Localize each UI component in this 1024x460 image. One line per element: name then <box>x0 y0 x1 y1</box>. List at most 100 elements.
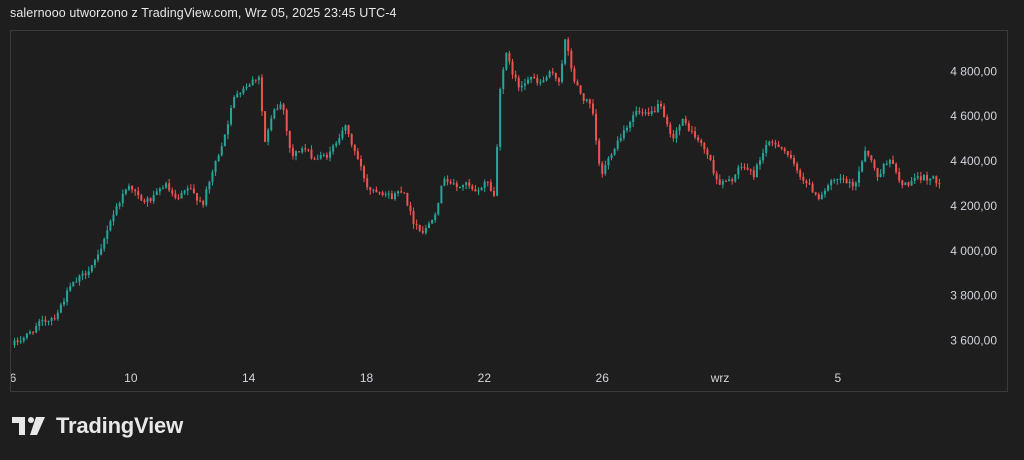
candle-body <box>715 173 718 180</box>
candle-body <box>338 138 341 144</box>
x-axis: 6 10 14 18 22 26 wrz 5 <box>11 371 842 385</box>
candle-body <box>44 319 47 322</box>
candle-body <box>344 125 347 131</box>
candle-body <box>347 125 350 135</box>
candle-body <box>786 151 789 155</box>
candle-body <box>431 219 434 224</box>
candle-body <box>41 319 44 322</box>
candle-body <box>638 111 641 113</box>
candle-body <box>325 154 328 158</box>
candle-body <box>140 195 143 201</box>
candle-body <box>656 103 659 112</box>
candle-body <box>690 130 693 132</box>
candle-body <box>854 182 857 187</box>
candle-body <box>663 106 666 117</box>
candle-body <box>400 191 403 193</box>
candle-body <box>251 79 254 85</box>
candle-body <box>22 337 25 341</box>
candle-body <box>922 174 925 181</box>
candle-body <box>329 151 332 158</box>
candlestick-chart[interactable]: 3 600,00 3 800,00 4 000,00 4 200,00 4 400,00… <box>11 31 1009 393</box>
candle-body <box>582 93 585 101</box>
candle-body <box>372 189 375 191</box>
candle-body <box>895 163 898 173</box>
candle-body <box>202 200 205 205</box>
candle-body <box>926 174 929 181</box>
candle-body <box>808 183 811 185</box>
candle-body <box>146 198 149 202</box>
candle-body <box>301 148 304 153</box>
candle-body <box>270 118 273 130</box>
candle-body <box>539 82 542 84</box>
candle-body <box>867 150 870 156</box>
candle-body <box>873 160 876 168</box>
candle-body <box>892 160 895 164</box>
candle-body <box>356 151 359 160</box>
tradingview-brand[interactable]: TradingView <box>12 412 183 440</box>
candle-body <box>625 127 628 131</box>
candle-body <box>542 80 545 83</box>
candle-body <box>291 147 294 157</box>
candle-body <box>700 140 703 144</box>
candle-body <box>452 183 455 185</box>
candle-body <box>762 152 765 161</box>
candle-body <box>734 174 737 182</box>
candle-body <box>749 169 752 171</box>
candle-body <box>97 254 100 260</box>
candle-body <box>712 160 715 174</box>
candle-body <box>353 144 356 152</box>
candle-body <box>127 186 130 190</box>
candle-body <box>820 194 823 200</box>
candle-body <box>814 192 817 195</box>
candle-body <box>632 115 635 123</box>
y-tick-label: 4 800,00 <box>950 64 997 78</box>
x-tick-label: 26 <box>596 371 610 385</box>
candle-body <box>50 318 53 321</box>
candle-body <box>69 286 72 291</box>
candle-body <box>149 198 152 202</box>
candle-body <box>545 77 548 81</box>
candle-body <box>533 76 536 78</box>
candle-body <box>415 223 418 225</box>
candle-body <box>32 331 35 333</box>
candle-body <box>276 108 279 110</box>
candle-body <box>384 194 387 196</box>
candle-body <box>746 167 749 170</box>
candle-body <box>260 77 263 112</box>
candle-body <box>842 178 845 180</box>
candle-body <box>56 312 59 319</box>
candle-body <box>520 85 523 88</box>
candle-body <box>223 134 226 147</box>
candle-body <box>313 158 316 160</box>
candle-body <box>901 180 904 185</box>
candle-body <box>823 190 826 195</box>
candle-body <box>616 140 619 149</box>
candle-body <box>87 271 90 276</box>
candle-body <box>279 104 282 109</box>
candle-body <box>118 203 121 207</box>
candle-body <box>418 224 421 231</box>
candle-body <box>882 164 885 174</box>
y-tick-label: 3 800,00 <box>950 289 997 303</box>
candle-body <box>397 191 400 194</box>
candle-body <box>666 116 669 125</box>
candle-body <box>109 221 112 231</box>
candle-body <box>406 192 409 206</box>
x-tick-label: 6 <box>11 371 17 385</box>
candle-body <box>35 326 38 333</box>
candle-body <box>585 99 588 101</box>
candle-body <box>121 193 124 204</box>
candle-body <box>434 214 437 220</box>
candle-body <box>171 190 174 194</box>
x-tick-label: wrz <box>710 371 730 385</box>
candle-body <box>789 154 792 158</box>
candle-body <box>601 163 604 174</box>
chart-frame[interactable]: 3 600,00 3 800,00 4 000,00 4 200,00 4 400,00… <box>10 30 1008 392</box>
candle-body <box>557 78 560 82</box>
candle-body <box>660 103 663 107</box>
candle-body <box>836 179 839 181</box>
candle-body <box>449 181 452 184</box>
candles-layer <box>13 37 941 348</box>
candle-body <box>505 53 508 70</box>
candle-body <box>378 192 381 194</box>
